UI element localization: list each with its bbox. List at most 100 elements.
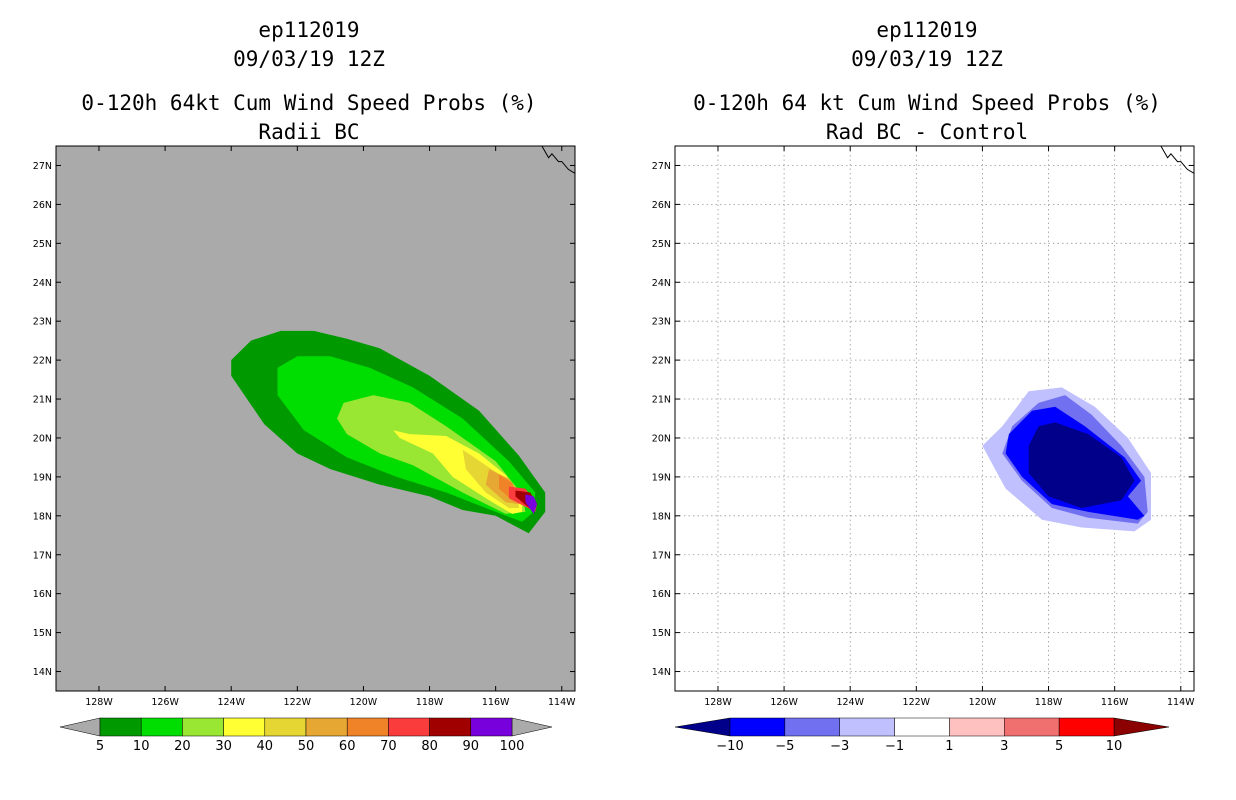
x-tick-label: 114W [548,697,576,708]
x-tick-label: 128W [704,697,732,708]
colorbar-swatch [99,717,142,737]
colorbar-swatch [264,717,307,737]
y-tick-label: 27N [33,161,52,172]
colorbar-swatch [346,717,389,737]
y-tick-label: 15N [652,628,671,639]
x-tick-label: 118W [416,697,444,708]
map-area [231,146,575,534]
y-tick-label: 17N [652,550,671,561]
colorbar-label: 40 [257,739,274,754]
coastline [541,146,575,174]
y-tick-label: 14N [652,667,671,678]
x-tick-label: 124W [836,697,864,708]
colorbar-swatch [1058,717,1115,737]
right-title-line-2: 09/03/19 12Z [851,47,1003,71]
colorbar-swatch [140,717,183,737]
colorbar-swatch [894,717,950,737]
x-tick-label: 116W [1101,697,1129,708]
colorbar-swatch [1004,717,1060,737]
y-tick-label: 17N [33,550,52,561]
colorbar-swatch [839,717,895,737]
colorbar-swatch [429,717,472,737]
colorbar-swatch [784,717,840,737]
x-tick-label: 116W [482,697,510,708]
y-tick-label: 19N [33,472,52,483]
contour-level-neg10 [1028,422,1135,508]
colorbar-label: 3 [1000,739,1008,754]
y-tick-label: 23N [33,317,52,328]
left-title-line-3: 0-120h 64kt Cum Wind Speed Probs (%) [81,91,537,115]
y-tick-label: 25N [652,239,671,250]
colorbar-arrow-right [1113,717,1170,737]
colorbar-label: 30 [215,739,232,754]
colorbar-label: 5 [1055,739,1063,754]
x-tick-label: 122W [903,697,931,708]
y-tick-label: 23N [652,317,671,328]
colorbar-swatch [729,717,786,737]
colorbar-arrow-left [59,717,101,737]
y-tick-label: 21N [33,395,52,406]
colorbar-label: 60 [339,739,356,754]
colorbar: −10 −5 −3 −1 1 3 5 10 [674,717,1170,754]
colorbar-label: 5 [96,739,104,754]
map-background [675,146,1194,691]
y-tick-label: 19N [652,472,671,483]
x-tick-label: 126W [770,697,798,708]
x-tick-label: 126W [151,697,179,708]
map-area [675,146,1194,691]
left-title-line-1: ep112019 [258,18,360,42]
colorbar-swatch [305,717,348,737]
colorbar-label: −3 [830,739,849,754]
y-tick-label: 22N [652,356,671,367]
colorbar-swatch [223,717,266,737]
x-tick-label: 122W [284,697,312,708]
x-tick-label: 120W [969,697,997,708]
y-tick-label: 14N [33,667,52,678]
y-tick-label: 18N [652,511,671,522]
y-tick-label: 26N [33,200,52,211]
colorbar-swatch [470,717,513,737]
colorbar-label: −1 [885,739,904,754]
right-title-line-1: ep112019 [876,18,978,42]
colorbar-label: 1 [945,739,953,754]
panel-left: 128W 126W 124W 122W 120W 118W 116W 114W 27N 26N 25… [33,145,576,754]
colorbar-label: 10 [133,739,150,754]
colorbar-swatch [388,717,430,737]
left-title-line-2: 09/03/19 12Z [233,47,385,71]
coastline [1160,146,1194,174]
y-tick-label: 25N [33,239,52,250]
colorbar-label: 70 [380,739,397,754]
x-tick-label: 128W [85,697,113,708]
y-tick-label: 15N [33,628,52,639]
colorbar-swatch [949,717,1005,737]
y-tick-label: 16N [33,589,52,600]
right-title-line-4: Rad BC - Control [825,120,1029,144]
x-tick-label: 120W [350,697,378,708]
right-title-line-3: 0-120h 64 kt Cum Wind Speed Probs (%) [693,91,1161,115]
y-tick-label: 18N [33,511,52,522]
colorbar-label: −10 [716,739,743,754]
colorbar-label: 80 [421,739,438,754]
y-tick-label: 24N [652,278,671,289]
y-tick-label: 20N [652,433,671,444]
colorbar-label: 100 [500,739,525,754]
colorbar: 5 10 20 30 40 50 60 70 80 90 100 [59,717,553,754]
map-frame [674,145,1195,692]
y-tick-label: 20N [33,433,52,444]
left-title-line-4: Radii BC [258,120,360,144]
map-frame [55,145,576,692]
colorbar-label: −5 [775,739,794,754]
y-tick-label: 24N [33,278,52,289]
colorbar-label: 10 [1106,739,1123,754]
panel-right: 128W 126W 124W 122W 120W 118W 116W 114W 27N 26N 25… [652,145,1195,754]
colorbar-arrow-left [674,717,731,737]
y-tick-label: 21N [652,395,671,406]
colorbar-label: 90 [463,739,480,754]
y-tick-label: 16N [652,589,671,600]
x-tick-label: 114W [1167,697,1195,708]
x-tick-label: 124W [217,697,245,708]
y-tick-label: 22N [33,356,52,367]
y-tick-label: 27N [652,161,671,172]
y-tick-label: 26N [652,200,671,211]
